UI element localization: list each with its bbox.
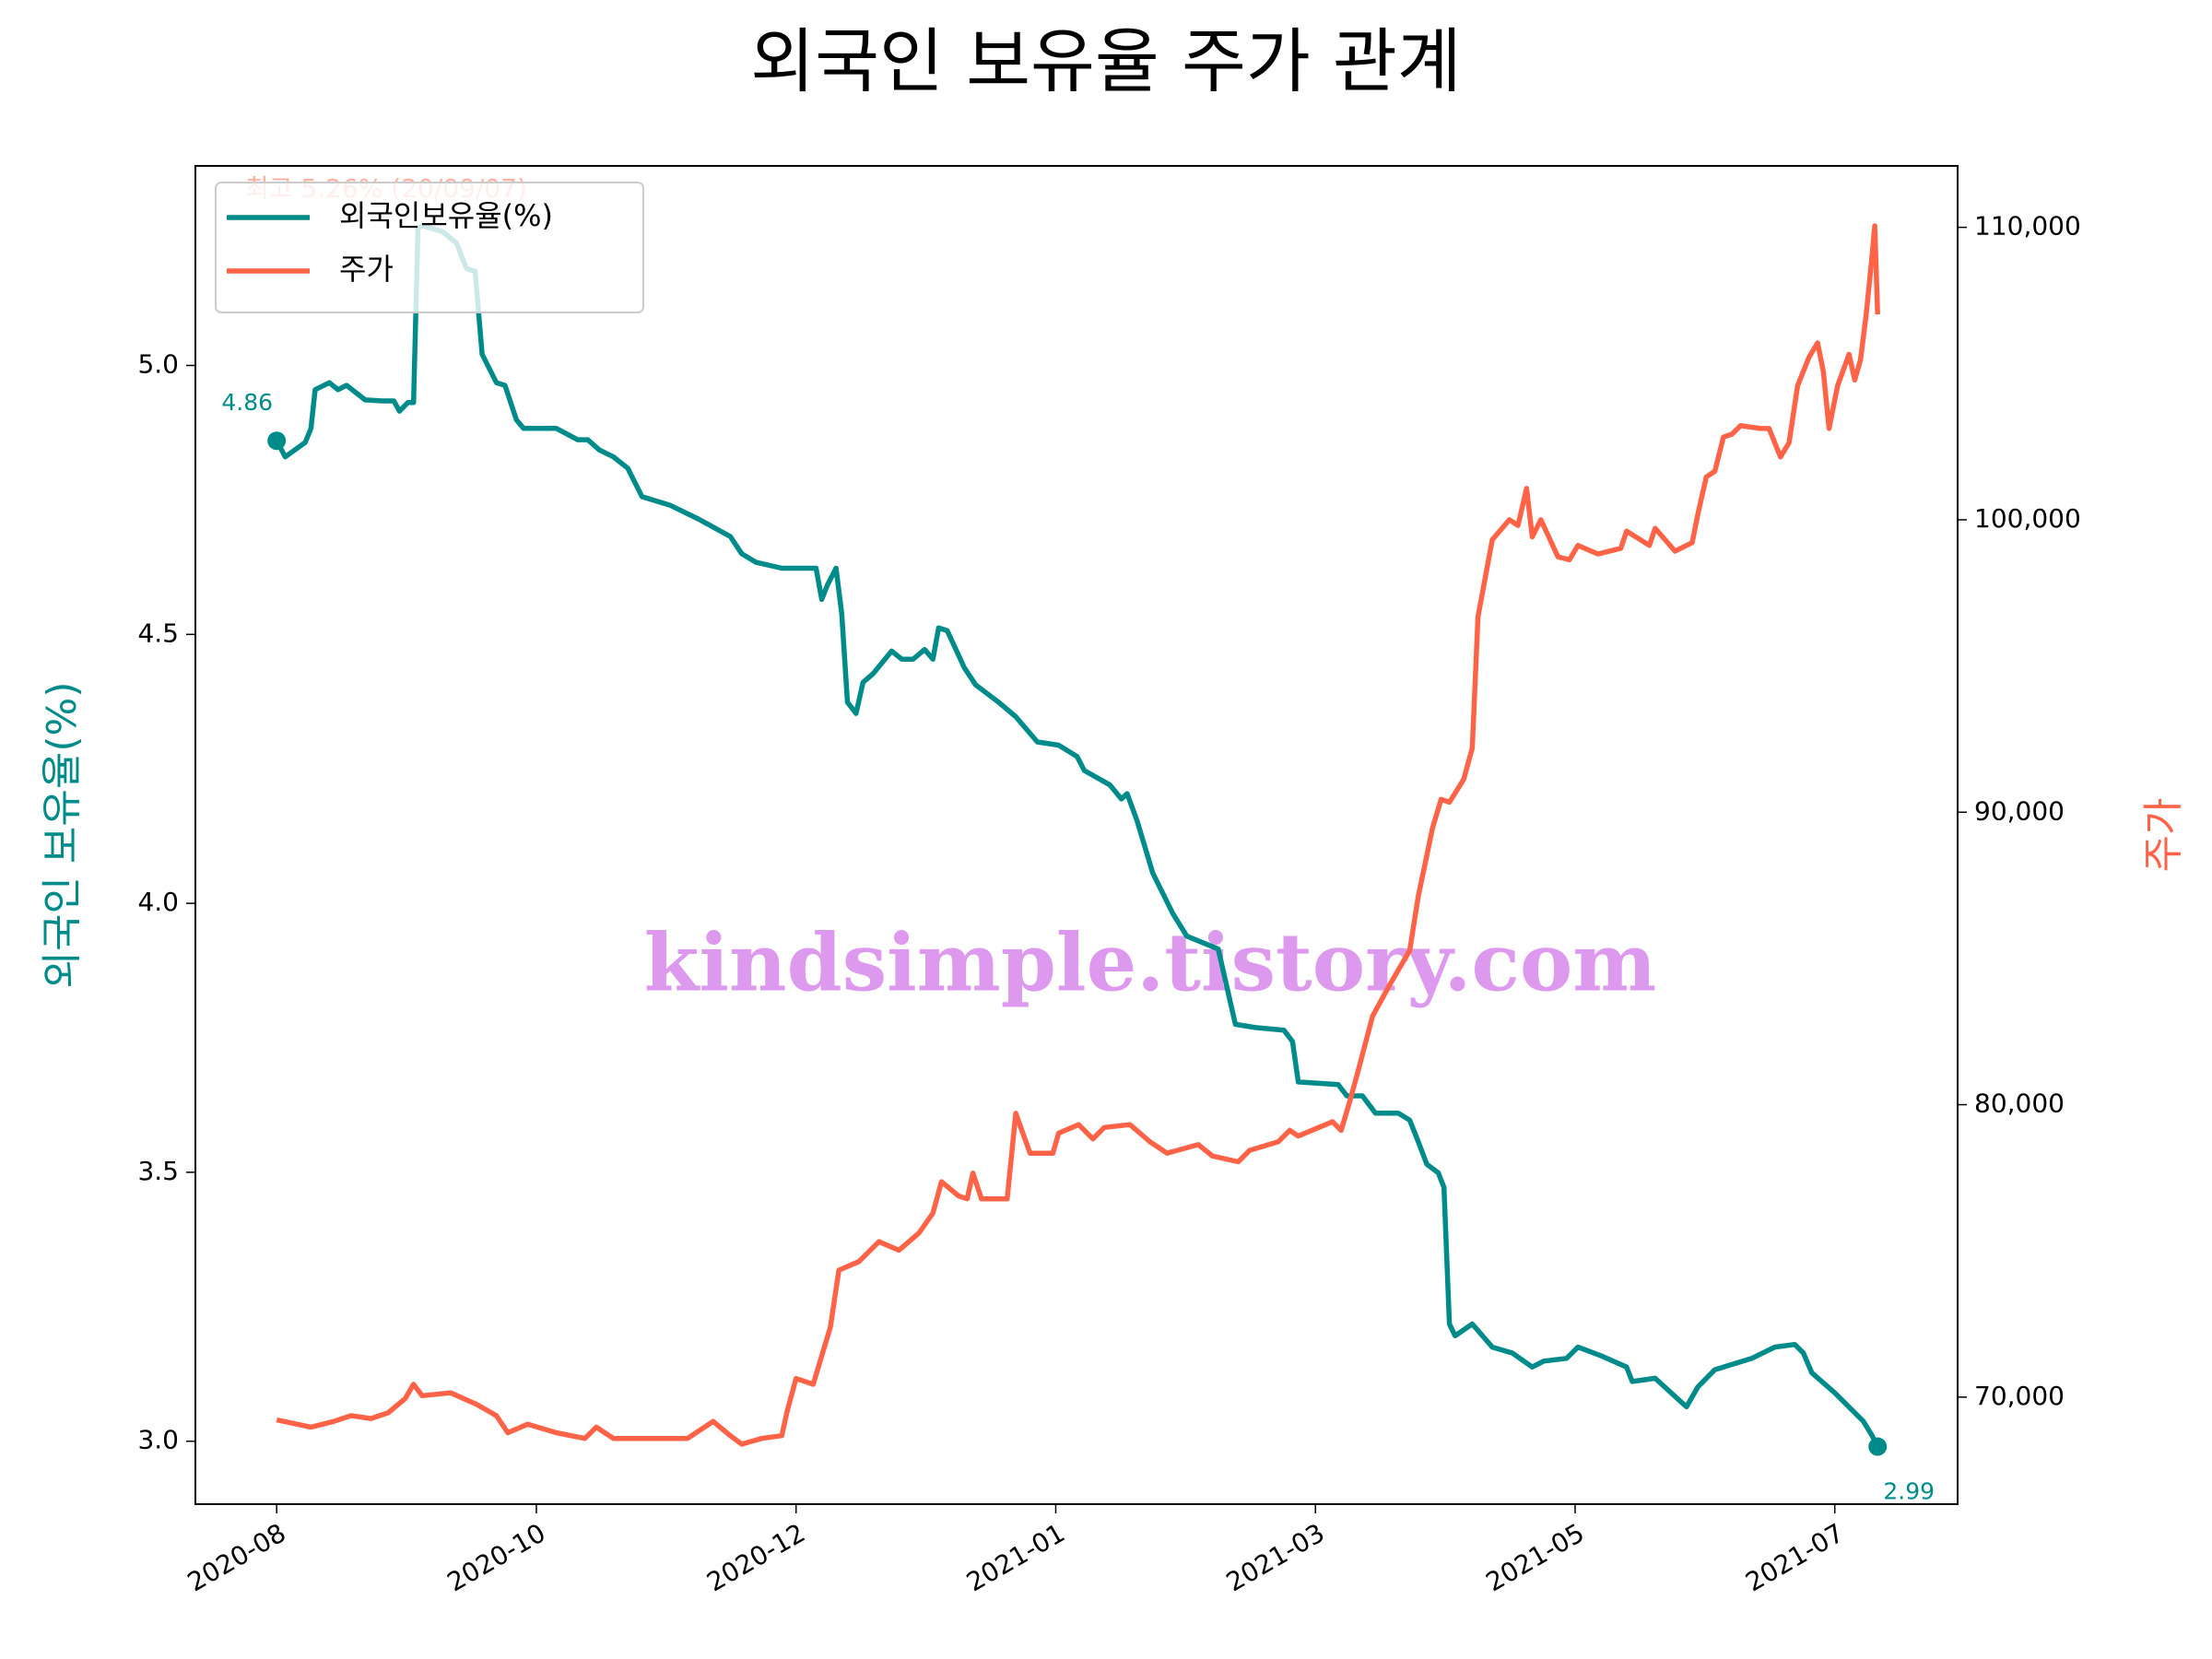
y-axis-label: 외국인 보유율(%) (39, 681, 86, 988)
legend: 외국인보유율(%) 주가 (215, 182, 644, 313)
y-tick-label: 3.5 (137, 1156, 179, 1186)
series-line (276, 223, 1880, 1447)
y-tick-label: 3.0 (137, 1425, 179, 1455)
legend-box (215, 182, 644, 313)
chart-title: 외국인 보유율 주가 관계 (750, 20, 1462, 102)
end-marker (267, 431, 287, 451)
series-line (274, 223, 1880, 1448)
y2-tick-label: 80,000 (1974, 1088, 2065, 1119)
x-tick-label: 2021-01 (961, 1517, 1070, 1597)
x-tick-label: 2020-10 (442, 1517, 551, 1597)
plot-frame (194, 165, 1959, 1505)
legend-label: 주가 (339, 252, 394, 287)
y2-axis-label: 주가 (2140, 798, 2187, 873)
x-tick-label: 2021-07 (1740, 1517, 1849, 1597)
x-tick-label: 2021-05 (1481, 1517, 1590, 1597)
x-tick-label: 2020-08 (182, 1517, 291, 1597)
y2-tick-label: 70,000 (1974, 1381, 2065, 1411)
x-tick-label: 2020-12 (701, 1517, 810, 1597)
watermark: kindsimple.tistory.com (644, 917, 1656, 1010)
legend-label: 외국인보유율(%) (339, 198, 553, 233)
end-marker (1868, 1437, 1888, 1456)
y-tick-label: 4.0 (137, 887, 179, 917)
data-label: 2.99 (1883, 1478, 1935, 1505)
y-tick-label: 5.0 (137, 349, 179, 380)
data-label: 4.86 (221, 389, 273, 416)
y2-tick-label: 110,000 (1974, 211, 2081, 241)
y-tick-label: 4.5 (137, 618, 179, 648)
y2-tick-label: 90,000 (1974, 795, 2065, 826)
x-tick-label: 2021-03 (1221, 1517, 1330, 1597)
y2-tick-label: 100,000 (1974, 503, 2081, 534)
